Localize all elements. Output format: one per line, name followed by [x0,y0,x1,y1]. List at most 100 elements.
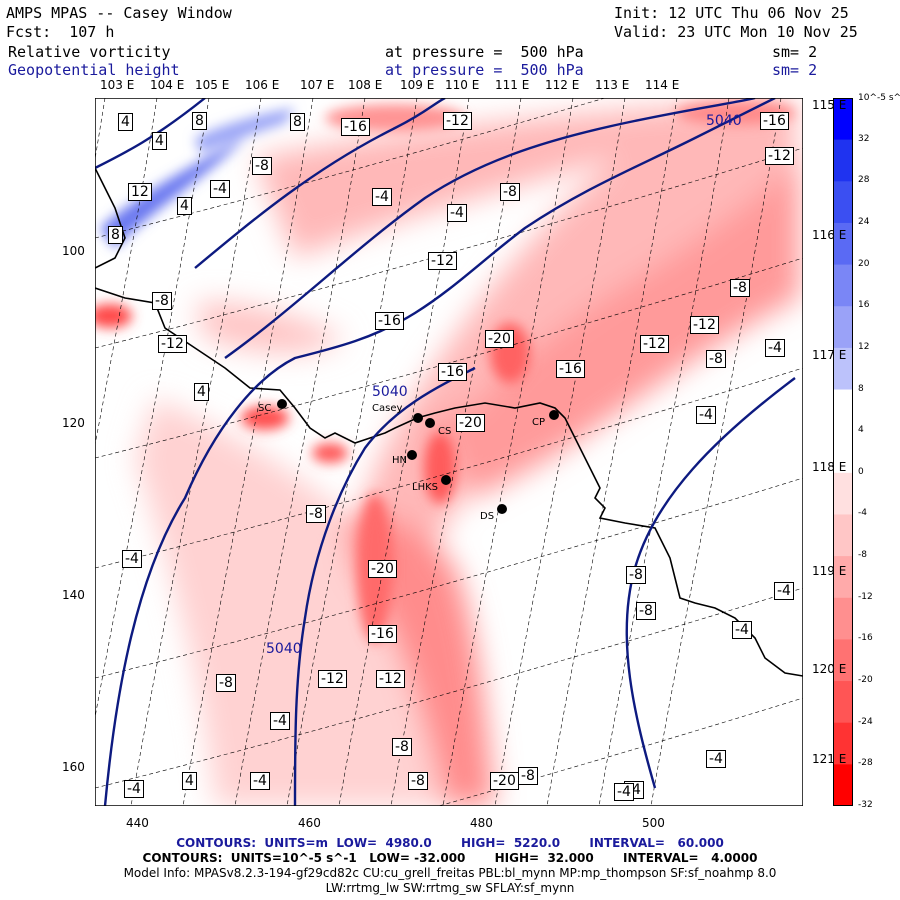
vorticity-contour-label: -12 [690,316,719,334]
vorticity-contour-label: 4 [152,132,167,150]
lon-label: 111 E [495,78,530,92]
vorticity-contour-label: -4 [210,180,230,198]
parallel-line [95,367,803,569]
station-dot [407,450,417,460]
vorticity-contour-label: -8 [216,674,236,692]
colorbar-label: -20 [858,675,873,686]
colorbar-swatch [833,514,853,557]
colorbar-swatch [833,264,853,307]
vorticity-contour-label: -20 [490,772,519,790]
vorticity-contour-label: -12 [376,670,405,688]
vorticity-contour-label: -12 [640,335,669,353]
station-dot [425,418,435,428]
positive-vorticity-shading [100,108,295,248]
lon-label: 103 E [100,78,135,92]
colorbar-label: 20 [858,258,870,269]
vorticity-contour-label: -4 [372,188,392,206]
station-dot [277,399,287,409]
vorticity-contour-label: -4 [122,550,142,568]
colorbar-label: 16 [858,300,870,311]
field1-level: at pressure = 500 hPa [385,43,584,61]
lon-label: 109 E [400,78,435,92]
station-label: CP [532,417,546,428]
vorticity-contour-label: -8 [706,350,726,368]
meridian-line [390,98,522,806]
vorticity-contour-label: 4 [182,772,197,790]
meridian-line [442,98,574,806]
vorticity-contour-label: -20 [485,330,514,348]
x-tick-label: 440 [126,816,149,830]
colorbar-label: -16 [858,633,873,644]
station-dot [497,504,507,514]
colorbar-label: 4 [858,425,864,436]
station-dot [549,410,559,420]
vorticity-contour-label: -4 [732,621,752,639]
colorbar-swatch [833,722,853,765]
vorticity-contour-label: -16 [438,363,467,381]
colorbar-label: 0 [858,466,864,477]
footer-height-contours: CONTOURS: UNITS=m LOW= 4980.0 HIGH= 5220… [176,836,724,850]
meridian-line [650,98,782,806]
lon-label: 113 E [595,78,630,92]
station-label: CS [438,426,452,437]
colorbar-label: -4 [858,508,867,519]
vorticity-contour-label: -8 [392,738,412,756]
height-contour-label: 5040 [266,641,302,657]
colorbar-swatch [833,347,853,391]
footer-physics-info: LW:rrtmg_lw SW:rrtmg_sw SFLAY:sf_mynn [325,881,575,895]
footer-model-info: Model Info: MPASv8.2.3-194-gf29cd82c CU:… [123,866,777,880]
colorbar-swatch [833,472,853,515]
vorticity-contour-label: 8 [192,112,207,130]
meridian-line [598,98,730,806]
vorticity-contour-label: -4 [270,712,290,730]
colorbar-swatch [833,389,853,432]
station-label: Casey [372,403,403,414]
meridian-line [234,98,366,806]
vorticity-contour-label: -4 [765,339,785,357]
meridian-line [182,98,314,806]
right-edge-label: 118 E [812,460,847,474]
colorbar-label: 28 [858,175,870,186]
x-tick-label: 480 [470,816,493,830]
colorbar-label: -24 [858,716,873,727]
field2-name: Geopotential height [8,61,180,79]
init-time: Init: 12 UTC Thu 06 Nov 25 [614,4,849,22]
colorbar-unit: 10^-5 s^-1 [858,93,900,103]
colorbar-swatch [833,556,853,599]
field2-sm: sm= 2 [772,61,818,79]
colorbar-swatch [833,597,853,640]
colorbar-label: 24 [858,216,870,227]
right-edge-label: 116 E [812,228,847,242]
right-edge-label: 115 E [812,98,847,112]
meridian-line [338,98,470,806]
vorticity-contour-label: -4 [124,780,144,798]
lon-label: 110 E [445,78,480,92]
vorticity-contour-label: -4 [447,204,467,222]
lon-label: 104 E [150,78,185,92]
parallel-line [95,587,803,789]
field2-level: at pressure = 500 hPa [385,61,584,79]
plot-title: AMPS MPAS -- Casey Window [6,4,232,22]
forecast-hour: Fcst: 107 h [6,23,115,41]
footer-vorticity-contours: CONTOURS: UNITS=10^-5 s^-1 LOW= -32.000 … [142,851,758,865]
lon-label: 106 E [245,78,280,92]
vorticity-contour-label: -8 [408,772,428,790]
vorticity-contour-label: -8 [252,157,272,175]
right-edge-label: 121 E [812,752,847,766]
meridian-line [130,98,262,806]
vorticity-contour-label: -4 [614,783,634,801]
colorbar-swatch [833,306,853,349]
colorbar-swatch [833,181,853,224]
meridian-line [286,98,418,806]
colorbar-label: -12 [858,591,873,602]
colorbar [833,98,853,806]
colorbar-label: 8 [858,383,864,394]
station-dot [413,413,423,423]
field1-sm: sm= 2 [772,43,818,61]
parallel-line [95,257,803,459]
vorticity-contour-label: 4 [177,197,192,215]
geopotential-height-contours [95,98,796,806]
vorticity-contour-label: -12 [158,335,187,353]
vorticity-contour-label: -16 [556,360,585,378]
meridian-line [494,98,626,806]
